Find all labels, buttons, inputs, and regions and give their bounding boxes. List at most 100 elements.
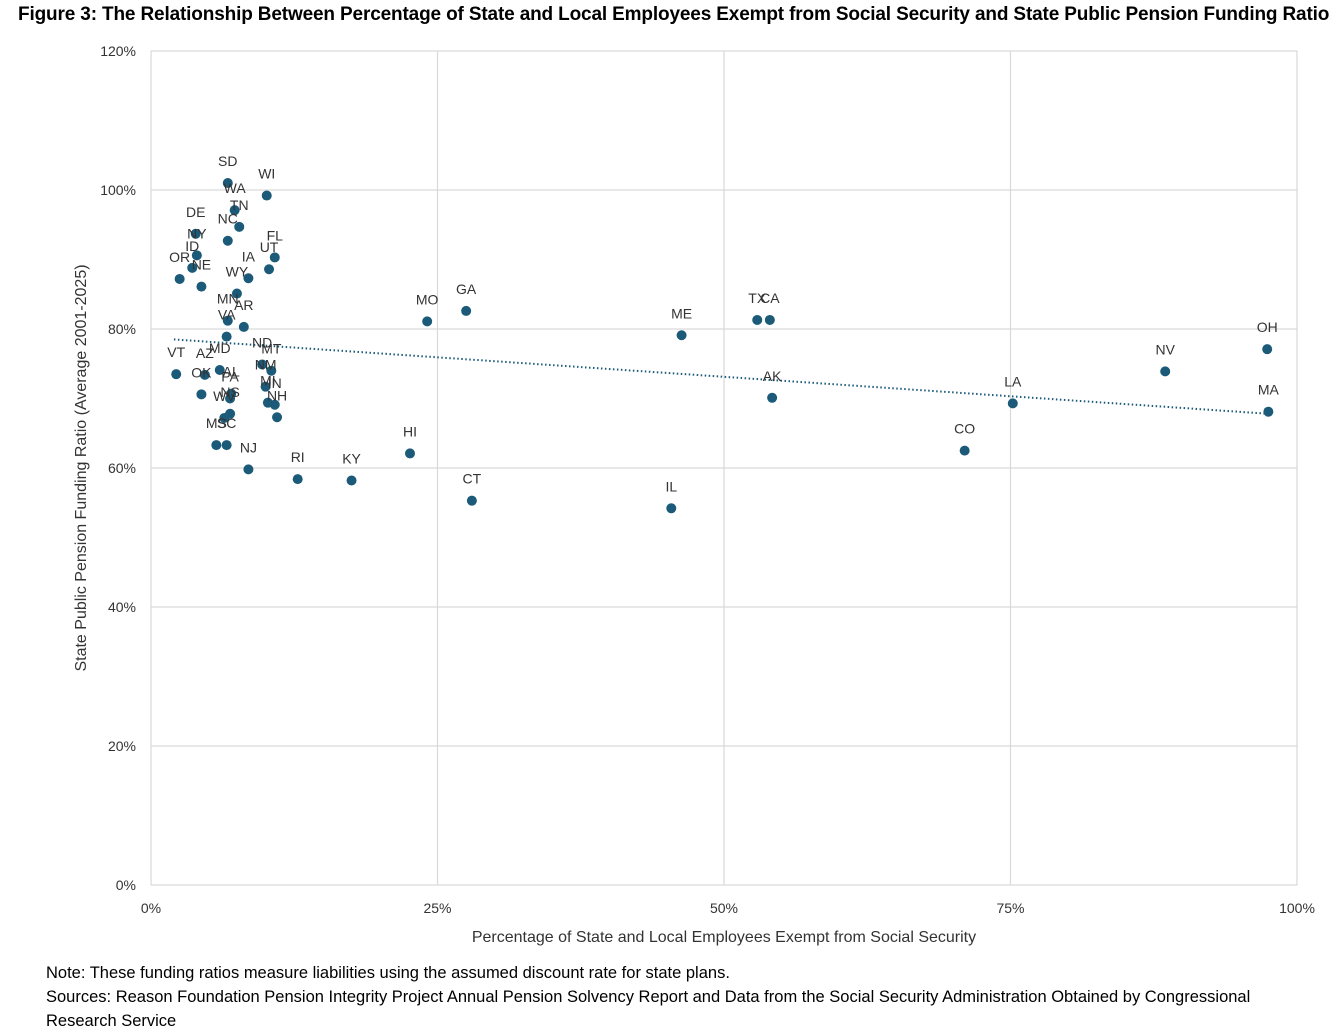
point-label-sc: SC <box>217 415 236 431</box>
data-points <box>171 178 1274 514</box>
data-point-me <box>676 330 687 341</box>
data-point-nc <box>222 235 233 246</box>
point-label-pa: PA <box>221 369 239 385</box>
point-label-mi: MI <box>260 373 276 389</box>
point-label-nm: NM <box>255 357 277 373</box>
point-label-nj: NJ <box>240 439 257 455</box>
data-point-tn <box>234 221 245 232</box>
y-axis-ticks: 0% 20% 40% 60% 80% 100% 120% <box>100 43 136 893</box>
data-point-ct <box>466 495 477 506</box>
data-point-ma <box>1263 406 1274 417</box>
point-label-ma: MA <box>1258 382 1280 398</box>
data-point-wa <box>229 205 240 216</box>
data-point-tx <box>752 314 763 325</box>
y-tick-label: 100% <box>100 182 136 198</box>
data-point-ms <box>211 440 222 451</box>
point-label-va: VA <box>218 307 236 323</box>
data-point-nv <box>1160 366 1171 377</box>
data-point-mt <box>266 365 277 376</box>
data-point-fl <box>269 252 280 263</box>
x-axis-ticks: 0% 25% 50% 75% 100% <box>141 900 1315 916</box>
data-point-id <box>187 262 198 273</box>
point-label-or: OR <box>169 249 190 265</box>
point-label-ne: NE <box>192 257 211 273</box>
point-label-tn: TN <box>230 197 249 213</box>
point-label-ns: NS <box>220 384 239 400</box>
point-label-de: DE <box>186 204 205 220</box>
point-label-il: IL <box>665 478 677 494</box>
point-label-wy: WY <box>226 264 249 280</box>
data-point-pa <box>225 393 236 404</box>
point-label-ga: GA <box>456 281 477 297</box>
data-point-va <box>221 331 232 342</box>
point-label-fl: FL <box>267 227 284 243</box>
point-label-vt: VT <box>167 344 185 360</box>
data-point-nh <box>272 412 283 423</box>
y-axis-label: State Public Pension Funding Ratio (Aver… <box>73 264 90 671</box>
x-tick-label: 75% <box>996 900 1024 916</box>
point-label-ar: AR <box>234 297 253 313</box>
data-point-vt <box>171 369 182 380</box>
data-point-la <box>1007 398 1018 409</box>
data-point-de <box>190 228 201 239</box>
point-label-ut: UT <box>260 239 279 255</box>
point-label-ny: NY <box>187 225 207 241</box>
point-label-sd: SD <box>218 153 237 169</box>
data-point-ar <box>238 321 249 332</box>
data-point-ny <box>191 250 202 261</box>
data-point-sd <box>222 178 233 189</box>
point-label-wa: WA <box>224 180 247 196</box>
x-tick-label: 25% <box>423 900 451 916</box>
chart-note: Note: These funding ratios measure liabi… <box>46 964 730 982</box>
point-label-az: AZ <box>196 345 214 361</box>
y-tick-label: 80% <box>108 321 136 337</box>
data-point-ok <box>196 389 207 400</box>
x-tick-label: 0% <box>141 900 161 916</box>
data-point-ne <box>196 281 207 292</box>
data-point-ia <box>243 273 254 284</box>
data-point-sc <box>221 440 232 451</box>
point-label-md: MD <box>209 340 231 356</box>
point-label-ok: OK <box>191 364 212 380</box>
point-label-hi: HI <box>403 423 417 439</box>
point-label-nc: NC <box>218 211 238 227</box>
point-label-mo: MO <box>416 291 439 307</box>
data-point-hi <box>404 448 415 459</box>
data-point-md <box>214 365 225 376</box>
data-point-co <box>959 445 970 456</box>
point-label-ky: KY <box>342 451 361 467</box>
point-label-ca: CA <box>760 290 780 306</box>
point-label-oh: OH <box>1257 319 1278 335</box>
chart-title: Figure 3: The Relationship Between Perce… <box>18 4 1330 25</box>
data-point-nj <box>243 464 254 475</box>
scatter-chart: 0% 20% 40% 60% 80% 100% 120% 0% 25% 50% 75% 100% S… <box>73 43 1315 946</box>
trendline <box>173 338 1269 415</box>
x-tick-label: 50% <box>710 900 738 916</box>
chart-sources: Sources: Reason Foundation Pension Integ… <box>46 988 1251 1030</box>
grid-lines <box>150 50 1298 886</box>
data-point-or <box>174 273 185 284</box>
point-label-la: LA <box>1004 373 1022 389</box>
data-point-ca <box>764 314 775 325</box>
data-point-az <box>199 369 210 380</box>
trendline-group <box>173 338 1269 415</box>
data-point-ga <box>461 305 472 316</box>
y-tick-label: 60% <box>108 460 136 476</box>
point-label-ak: AK <box>763 368 782 384</box>
data-point-oh <box>1262 344 1273 355</box>
data-point-wy <box>231 288 242 299</box>
data-point-ri <box>292 474 303 485</box>
point-label-ct: CT <box>463 471 482 487</box>
data-point-nm <box>260 381 271 392</box>
point-label-ia: IA <box>242 248 256 264</box>
point-label-nh: NH <box>267 387 287 403</box>
point-label-me: ME <box>671 305 692 321</box>
y-tick-label: 0% <box>116 877 136 893</box>
point-label-al: AL <box>223 364 240 380</box>
point-label-ri: RI <box>291 449 305 465</box>
point-label-id: ID <box>185 238 199 254</box>
data-point-ky <box>346 475 357 486</box>
point-label-mn: MN <box>217 291 239 307</box>
point-label-tx: TX <box>748 290 767 306</box>
